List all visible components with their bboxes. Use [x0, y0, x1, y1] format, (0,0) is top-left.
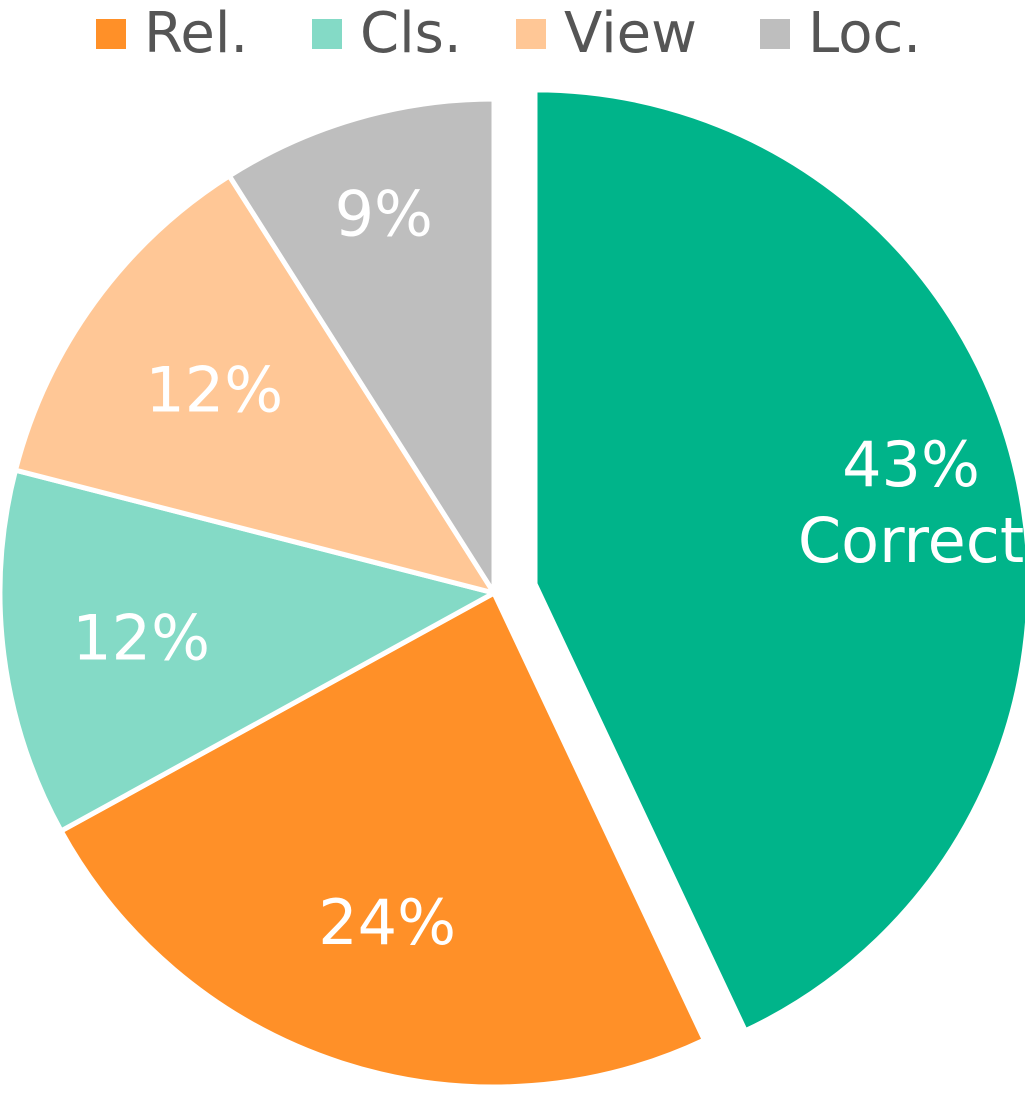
- slice-label-2: 12%: [72, 602, 210, 675]
- slice-label-3: 12%: [145, 354, 283, 427]
- legend-label-view: View: [564, 1, 697, 66]
- pie-labels: 43%Correct 24% 12% 12% 9%: [72, 177, 1024, 958]
- slice-sublabel-0: Correct: [798, 504, 1024, 577]
- legend-label-cls: Cls.: [360, 1, 462, 66]
- legend-label-rel: Rel.: [144, 1, 249, 66]
- slice-label-4: 9%: [335, 177, 433, 250]
- chart-legend: Rel. Cls. View Loc.: [0, 0, 1025, 72]
- slice-label-1: 24%: [318, 886, 456, 959]
- pie-slice-1: [58, 590, 707, 1090]
- slice-label-0: 43%: [842, 428, 980, 501]
- pie-slices: [0, 87, 1025, 1090]
- pie-slice-4: [226, 96, 497, 596]
- legend-item-view: View: [516, 2, 697, 66]
- legend-item-loc: Loc.: [760, 2, 921, 66]
- pie-slice-3: [13, 173, 497, 596]
- legend-label-loc: Loc.: [808, 1, 922, 66]
- legend-swatch-cls: [312, 19, 342, 49]
- legend-item-rel: Rel.: [96, 2, 248, 66]
- legend-swatch-loc: [760, 19, 790, 49]
- pie-slice-0: [532, 87, 1025, 1034]
- legend-swatch-view: [516, 19, 546, 49]
- legend-swatch-rel: [96, 19, 126, 49]
- legend-item-cls: Cls.: [312, 2, 462, 66]
- pie-slice-2: [0, 467, 497, 834]
